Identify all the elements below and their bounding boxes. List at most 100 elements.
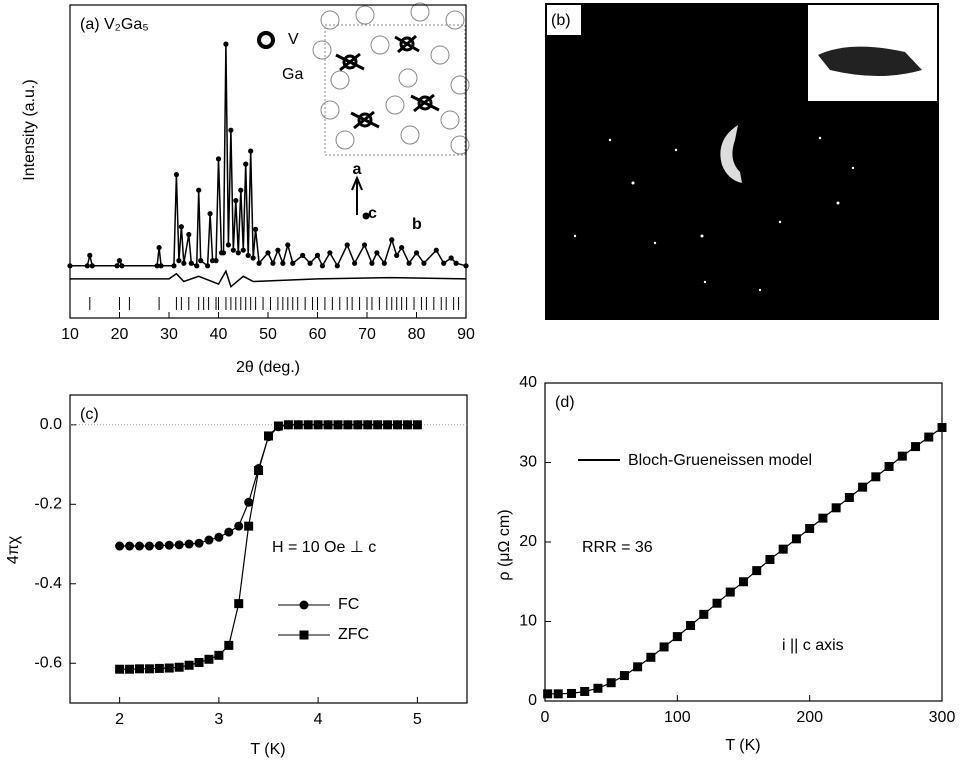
marker [433, 247, 439, 253]
marker [352, 260, 358, 266]
marker [205, 263, 211, 269]
marker [144, 664, 154, 674]
marker [344, 242, 350, 248]
marker [353, 420, 363, 430]
marker [214, 650, 224, 660]
marker [215, 156, 222, 162]
inset-label: V [288, 31, 299, 48]
x-tick-label: 40 [210, 326, 228, 343]
marker [712, 598, 722, 608]
marker [413, 250, 420, 256]
y-tick-label: 0 [528, 692, 537, 709]
marker [144, 541, 154, 551]
marker [154, 541, 164, 551]
series-line [70, 269, 467, 288]
legend-label: Bloch-Grueneissen model [628, 452, 812, 469]
marker [225, 242, 231, 248]
marker [412, 420, 422, 430]
marker [343, 420, 353, 430]
marker [448, 255, 454, 261]
marker [739, 577, 748, 587]
annotation: i || c axis [782, 637, 844, 654]
marker [363, 420, 373, 430]
x-tick-label: 4 [314, 711, 323, 728]
marker [858, 482, 868, 492]
x-tick-label: 5 [413, 711, 422, 728]
marker [313, 420, 323, 430]
legend-label: ZFC [338, 626, 369, 643]
marker [393, 420, 403, 430]
panel-label: (d) [555, 394, 575, 411]
marker [381, 260, 387, 266]
y-tick-label: -0.6 [34, 654, 62, 671]
marker [184, 539, 194, 549]
marker [593, 683, 603, 693]
marker [402, 420, 412, 430]
marker [805, 523, 815, 533]
marker [280, 260, 286, 266]
marker [84, 263, 90, 269]
marker [224, 527, 234, 537]
marker [373, 420, 383, 430]
marker [264, 431, 273, 441]
marker [897, 451, 907, 461]
y-axis-label: 4πχ [5, 535, 22, 564]
marker [686, 620, 696, 630]
x-tick-label: 30 [160, 326, 178, 343]
marker [285, 242, 291, 248]
marker [174, 540, 184, 550]
x-axis-label: T (K) [250, 741, 285, 758]
laue-image [545, 3, 939, 320]
marker [194, 657, 204, 667]
marker [553, 689, 563, 699]
marker [283, 420, 293, 430]
x-tick-label: 0 [541, 709, 550, 726]
x-tick-label: 300 [929, 709, 956, 726]
legend-marker [299, 600, 309, 610]
x-tick-label: 20 [111, 326, 129, 343]
marker [198, 258, 204, 264]
marker [394, 252, 400, 258]
marker [234, 521, 244, 531]
marker [240, 247, 246, 253]
marker [115, 664, 125, 674]
inset-label: b [412, 216, 422, 233]
marker [765, 554, 775, 564]
marker [134, 664, 144, 674]
marker [327, 250, 333, 256]
marker [164, 663, 174, 673]
marker [265, 250, 271, 256]
x-tick-label: 60 [309, 326, 327, 343]
y-axis-label: Intensity (a.u.) [21, 79, 38, 180]
marker [389, 237, 395, 243]
marker [171, 263, 177, 269]
marker [399, 244, 405, 251]
marker [791, 534, 801, 544]
marker [699, 609, 709, 619]
marker [307, 260, 313, 266]
marker [173, 171, 180, 178]
marker [543, 689, 553, 699]
marker [421, 260, 427, 266]
x-axis-label: 2θ (deg.) [236, 359, 300, 376]
y-axis-label: ρ (μΩ cm) [496, 509, 513, 580]
marker [228, 127, 234, 133]
marker [334, 263, 340, 269]
marker [300, 252, 306, 258]
marker [164, 540, 174, 550]
marker [911, 442, 921, 452]
marker [566, 688, 576, 698]
marker [633, 662, 643, 672]
marker [250, 255, 256, 261]
marker [646, 652, 656, 662]
marker [194, 263, 200, 269]
marker [244, 497, 254, 507]
crystal-inset [257, 2, 470, 220]
panel-label-bg [547, 5, 581, 35]
marker [580, 686, 590, 696]
marker [116, 258, 123, 264]
marker [176, 258, 182, 264]
marker [87, 252, 93, 258]
inset-label: a [353, 161, 362, 178]
marker [290, 260, 296, 266]
